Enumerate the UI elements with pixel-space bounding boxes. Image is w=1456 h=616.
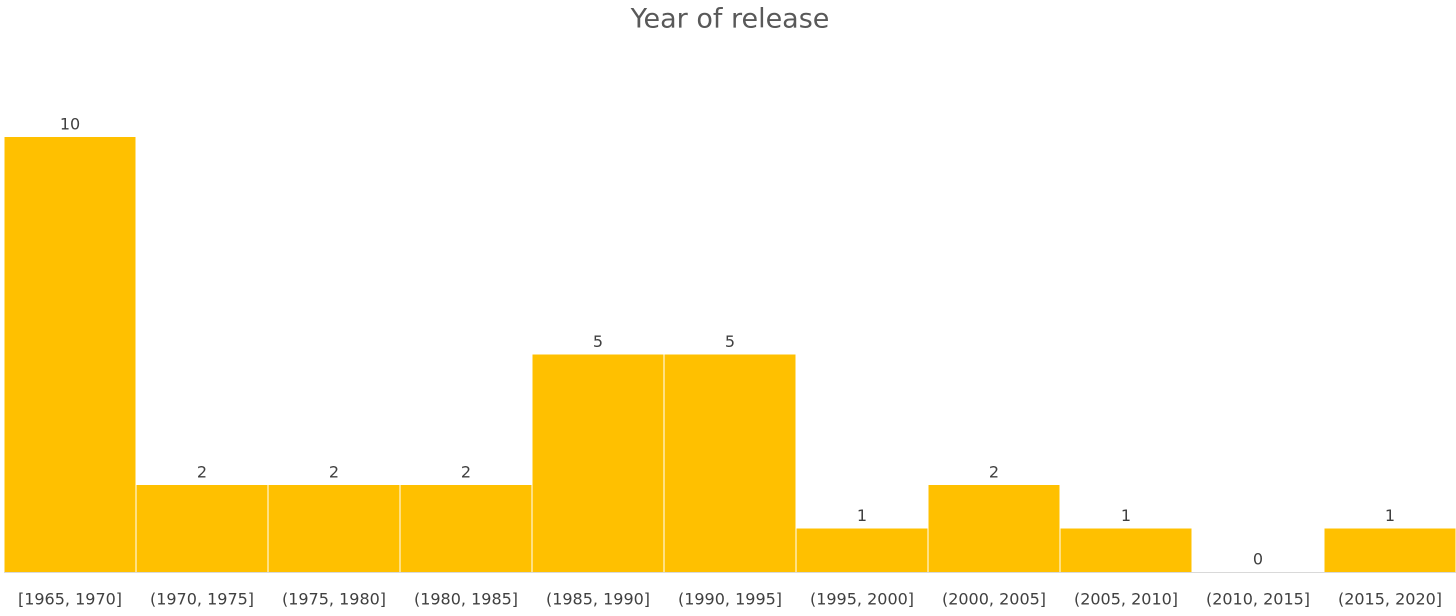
bar bbox=[4, 137, 136, 572]
x-tick-label: (1990, 1995] bbox=[678, 590, 782, 609]
data-label: 0 bbox=[1253, 550, 1263, 569]
bar bbox=[664, 354, 796, 572]
bar bbox=[136, 485, 268, 572]
data-label: 2 bbox=[329, 463, 339, 482]
bar bbox=[928, 485, 1060, 572]
x-tick-label: (2000, 2005] bbox=[942, 590, 1046, 609]
data-label: 2 bbox=[461, 463, 471, 482]
chart-title: Year of release bbox=[630, 4, 830, 35]
bar bbox=[1324, 528, 1456, 572]
data-label: 1 bbox=[857, 506, 867, 525]
x-tick-label: (2005, 2010] bbox=[1074, 590, 1178, 609]
bar bbox=[532, 354, 664, 572]
data-label: 2 bbox=[197, 463, 207, 482]
x-tick-label: (2015, 2020] bbox=[1338, 590, 1442, 609]
bar bbox=[268, 485, 400, 572]
data-label: 10 bbox=[60, 115, 80, 134]
x-tick-label: (1985, 1990] bbox=[546, 590, 650, 609]
x-tick-label: (1970, 1975] bbox=[150, 590, 254, 609]
data-label: 5 bbox=[725, 332, 735, 351]
x-tick-label: (1975, 1980] bbox=[282, 590, 386, 609]
x-tick-label: (2010, 2015] bbox=[1206, 590, 1310, 609]
data-label: 2 bbox=[989, 463, 999, 482]
data-label: 5 bbox=[593, 332, 603, 351]
bar bbox=[1060, 528, 1192, 572]
x-tick-label: [1965, 1970] bbox=[18, 590, 122, 609]
bar bbox=[400, 485, 532, 572]
data-label: 1 bbox=[1121, 506, 1131, 525]
x-tick-label: (1995, 2000] bbox=[810, 590, 914, 609]
x-tick-label: (1980, 1985] bbox=[414, 590, 518, 609]
bar bbox=[796, 528, 928, 572]
data-label: 1 bbox=[1385, 506, 1395, 525]
